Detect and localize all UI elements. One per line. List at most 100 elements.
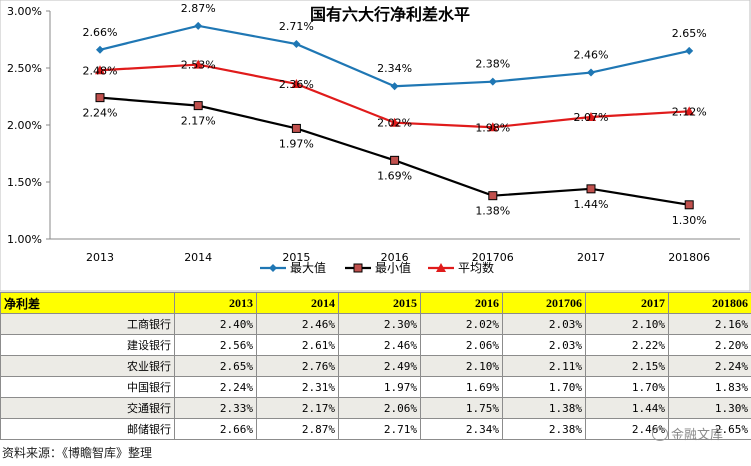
y-tick-label: 2.50% <box>7 62 42 75</box>
legend-label: 最大值 <box>290 260 326 275</box>
table-cell: 2.46% <box>338 334 421 356</box>
bank-name-cell: 建设银行 <box>0 334 175 356</box>
table-cell: 2.22% <box>585 334 669 356</box>
data-label: 2.38% <box>475 58 510 71</box>
data-label: 2.53% <box>181 59 216 72</box>
bank-name-cell: 邮储银行 <box>0 418 175 440</box>
x-tick-label: 201806 <box>668 251 710 264</box>
data-point <box>488 191 498 201</box>
data-label: 1.38% <box>475 205 510 218</box>
legend-label: 平均数 <box>458 260 494 275</box>
x-tick-label: 2016 <box>381 251 409 264</box>
table-cell: 2.16% <box>668 313 751 335</box>
table-cell: 2.66% <box>174 418 257 440</box>
data-point <box>685 46 694 55</box>
data-point <box>488 77 497 86</box>
data-point <box>390 82 399 91</box>
table-header-cell: 201706 <box>502 292 586 314</box>
table-row: 工商银行 2.40% 2.46% 2.30% 2.02% 2.03% 2.10% 2.16% <box>0 313 751 335</box>
table-cell: 2.10% <box>585 313 669 335</box>
table-header-cell: 201806 <box>668 292 751 314</box>
table-cell: 1.75% <box>420 397 503 419</box>
table-cell: 2.56% <box>174 334 257 356</box>
data-label: 1.97% <box>279 137 314 150</box>
table-row: 交通银行 2.33% 2.17% 2.06% 1.75% 1.38% 1.44% 1.30% <box>0 397 751 419</box>
data-label: 2.34% <box>377 62 412 75</box>
bank-name-cell: 中国银行 <box>0 376 175 398</box>
table-cell: 2.06% <box>338 397 421 419</box>
table-cell: 2.24% <box>668 355 751 377</box>
table-cell: 2.15% <box>585 355 669 377</box>
table-cell: 2.38% <box>502 418 586 440</box>
table-cell: 2.06% <box>420 334 503 356</box>
data-point <box>96 45 104 54</box>
data-label: 2.87% <box>181 2 216 15</box>
data-label: 2.48% <box>83 64 118 77</box>
table-cell: 1.70% <box>502 376 586 398</box>
data-label: 2.71% <box>279 20 314 33</box>
y-tick-label: 1.50% <box>7 176 42 189</box>
watermark: 金融文库 <box>652 424 723 443</box>
data-point <box>95 65 105 75</box>
table-cell: 1.30% <box>668 397 751 419</box>
data-point <box>487 122 498 132</box>
table-cell: 2.20% <box>668 334 751 356</box>
data-point <box>389 117 400 127</box>
chart-title: 国有六大行净利差水平 <box>310 5 470 24</box>
table-cell: 2.11% <box>502 355 586 377</box>
x-tick-label: 2013 <box>86 251 114 264</box>
table-cell: 2.40% <box>174 313 257 335</box>
y-tick-label: 3.00% <box>7 5 42 18</box>
data-point <box>390 155 400 165</box>
data-point <box>269 264 277 272</box>
data-point <box>587 68 595 77</box>
data-point <box>95 93 105 103</box>
data-label: 2.65% <box>672 27 707 40</box>
table-cell: 2.46% <box>256 313 339 335</box>
bank-name-cell: 工商银行 <box>0 313 175 335</box>
table-cell: 2.65% <box>668 418 751 440</box>
bank-name-cell: 交通银行 <box>0 397 175 419</box>
data-point <box>193 59 204 69</box>
bank-name-cell: 农业银行 <box>0 355 175 377</box>
net-interest-spread-table: 净利差 2013 2014 2015 2016 201706 2017 2018… <box>0 292 751 440</box>
table-header-row: 净利差 2013 2014 2015 2016 201706 2017 2018… <box>0 292 751 314</box>
table-cell: 2.31% <box>256 376 339 398</box>
table-cell: 2.02% <box>420 313 503 335</box>
y-tick-label: 1.00% <box>7 233 42 246</box>
legend-label: 最小值 <box>375 260 411 275</box>
data-point <box>353 263 363 273</box>
y-tick-label: 2.00% <box>7 119 42 132</box>
table-cell: 1.69% <box>420 376 503 398</box>
table-cell: 2.34% <box>420 418 503 440</box>
data-point <box>586 112 596 122</box>
x-tick-label: 2015 <box>282 251 310 264</box>
data-label: 2.24% <box>83 107 118 120</box>
data-point <box>292 40 301 49</box>
data-point <box>684 200 694 210</box>
table-row: 农业银行 2.65% 2.76% 2.49% 2.10% 2.11% 2.15% 2.24% <box>0 355 751 377</box>
table-row: 建设银行 2.56% 2.61% 2.46% 2.06% 2.03% 2.22% 2.20% <box>0 334 751 356</box>
table-cell: 1.83% <box>668 376 751 398</box>
data-point <box>193 101 203 111</box>
data-label: 1.44% <box>574 198 609 211</box>
table-cell: 2.65% <box>174 355 257 377</box>
data-point <box>291 78 302 88</box>
table-cell: 1.44% <box>585 397 669 419</box>
data-point <box>436 263 446 272</box>
x-tick-label: 2017 <box>577 251 605 264</box>
table-cell: 2.30% <box>338 313 421 335</box>
x-tick-label: 201706 <box>472 251 514 264</box>
data-label: 1.30% <box>672 214 707 227</box>
table-cell: 2.61% <box>256 334 339 356</box>
wechat-icon <box>652 427 668 441</box>
table-cell: 2.46% <box>585 418 669 440</box>
data-label: 2.36% <box>279 78 314 91</box>
line-chart: 国有六大行净利差水平 3.00% 2.50% 2.00% 1.50% 1.00% 201… <box>0 0 751 292</box>
table-cell: 1.38% <box>502 397 586 419</box>
table-cell: 2.49% <box>338 355 421 377</box>
table-cell: 1.70% <box>585 376 669 398</box>
table-header-cell: 2017 <box>585 292 669 314</box>
data-point <box>291 123 301 133</box>
data-label: 2.12% <box>672 105 707 118</box>
